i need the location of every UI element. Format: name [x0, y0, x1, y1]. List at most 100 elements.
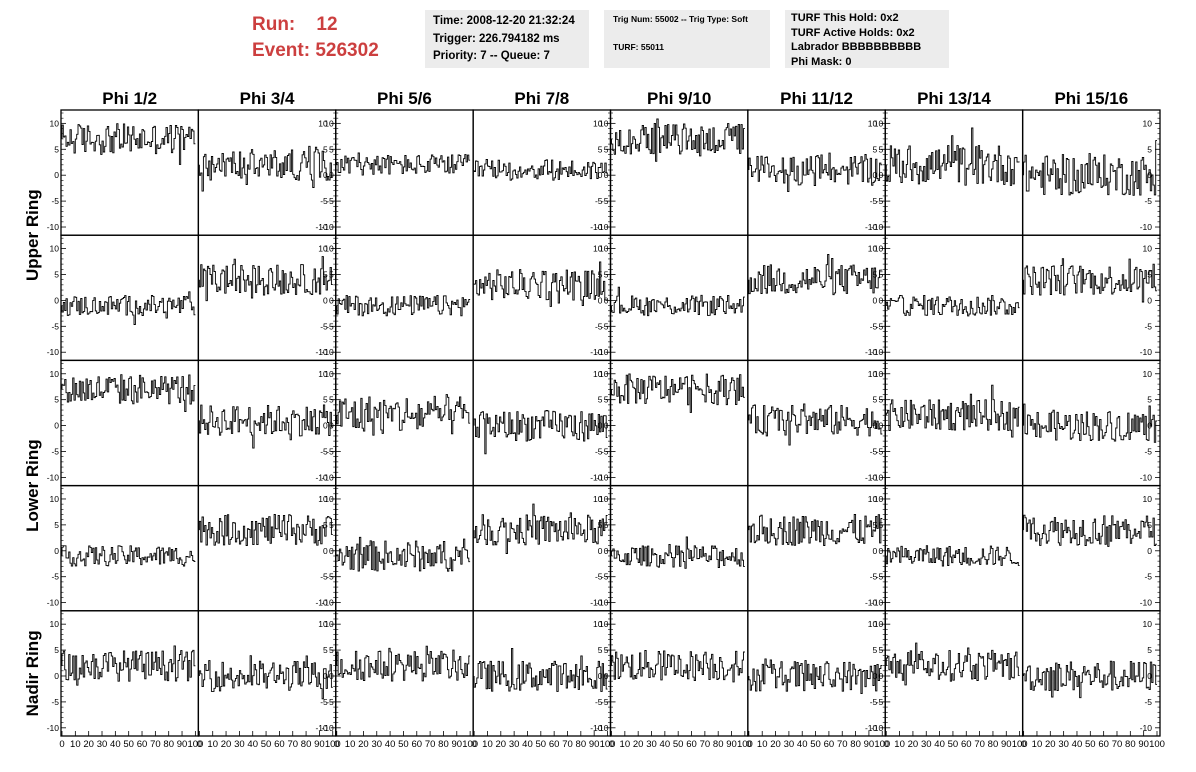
y-tick-label: 10 — [599, 494, 609, 504]
y-tick-label: 10 — [1143, 244, 1153, 254]
y-tick-label: 0 — [604, 170, 609, 180]
run-event-block: Run: 12 Event: 526302 — [252, 12, 379, 64]
y-tick-label: -5 — [1144, 697, 1152, 707]
y-tick-label: -5 — [595, 447, 603, 457]
x-tick-label: 20 — [633, 739, 644, 750]
y-tick-label: 5 — [873, 144, 878, 154]
y-tick-label: 10 — [324, 494, 334, 504]
column-title-8: Phi 15/16 — [1054, 89, 1128, 108]
y-tick-label: 10 — [324, 619, 334, 629]
y-tick-label: -5 — [876, 321, 884, 331]
y-tick-label: 10 — [593, 494, 603, 504]
x-tick-label: 0 — [1021, 739, 1026, 750]
y-tick-label: 0 — [604, 295, 609, 305]
x-tick-label: 50 — [1085, 739, 1096, 750]
y-tick-label: -10 — [596, 598, 609, 608]
x-tick-label: 90 — [451, 739, 462, 750]
y-tick-label: -10 — [315, 347, 328, 357]
y-tick-label: -10 — [865, 598, 878, 608]
waveform-trace — [748, 514, 883, 546]
y-tick-label: -10 — [590, 723, 603, 733]
panel-r4-c5: -10 -5 0 5 10 — [596, 484, 749, 612]
y-tick-label: 5 — [329, 269, 334, 279]
y-tick-label: 5 — [329, 395, 334, 405]
y-tick-label: -10 — [47, 222, 60, 232]
y-tick-label: -5 — [1144, 196, 1152, 206]
waveform-trace — [61, 545, 196, 567]
y-tick-label: 5 — [54, 645, 59, 655]
y-tick-label: -5 — [595, 196, 603, 206]
y-tick-label: 5 — [323, 269, 328, 279]
panel-r1-c2: -10 -5 0 5 10 — [197, 109, 337, 236]
turf-active-holds-text: TURF Active Holds: 0x2 — [791, 26, 915, 39]
column-title-6: Phi 11/12 — [780, 89, 853, 108]
y-tick-label: 5 — [1147, 269, 1152, 279]
y-tick-label: -10 — [865, 222, 878, 232]
y-tick-label: 10 — [868, 118, 878, 128]
waveform-trace — [336, 394, 471, 436]
y-tick-label: 0 — [873, 546, 878, 556]
run-value: 12 — [316, 14, 338, 35]
x-tick-label: 50 — [398, 739, 409, 750]
y-tick-label: 10 — [50, 118, 60, 128]
y-tick-label: 0 — [323, 421, 328, 431]
y-tick-label: -10 — [865, 472, 878, 482]
waveform-trace — [885, 294, 1020, 317]
x-tick-label: 80 — [713, 739, 724, 750]
panel-r2-c6: -10 -5 0 5 10 — [747, 234, 886, 362]
panel-r3-c5: -10 -5 0 5 10 — [596, 359, 749, 487]
y-tick-label: 5 — [879, 269, 884, 279]
panel-r2-c5: -10 -5 0 5 10 — [596, 234, 749, 362]
x-tick-label: 70 — [837, 739, 848, 750]
panel-frame — [884, 234, 1024, 362]
y-tick-label: 0 — [329, 671, 334, 681]
y-tick-label: 0 — [879, 295, 884, 305]
panel-frame — [1021, 484, 1161, 612]
panel-r2-c4: -10 -5 0 5 10 — [472, 234, 612, 362]
y-tick-label: 0 — [879, 170, 884, 180]
y-tick-label: -10 — [1140, 723, 1153, 733]
y-tick-label: -5 — [601, 196, 609, 206]
x-tick-label: 90 — [589, 739, 600, 750]
y-tick-label: -5 — [601, 697, 609, 707]
y-tick-label: 0 — [598, 295, 603, 305]
panel-r4-c8: -10 -5 0 5 10 — [1021, 484, 1161, 612]
x-tick-label: 0 — [59, 739, 64, 750]
y-tick-label: -5 — [876, 572, 884, 582]
event-value: 526302 — [315, 40, 379, 61]
y-tick-label: 5 — [323, 520, 328, 530]
y-tick-label: -5 — [595, 572, 603, 582]
panel-r3-c1: -10 -5 0 5 10 — [47, 359, 200, 487]
waveform-trace — [611, 373, 745, 413]
y-tick-label: -10 — [47, 723, 60, 733]
y-tick-label: 10 — [318, 369, 328, 379]
trig-info-box: Trig Num: 55002 -- Trig Type: Soft TURF:… — [604, 10, 770, 68]
turf-info-box: TURF This Hold: 0x2 TURF Active Holds: 0… — [785, 10, 949, 68]
y-tick-label: 0 — [329, 170, 334, 180]
x-tick-label: 80 — [850, 739, 861, 750]
panel-r1-c4: -10 -5 0 5 10 — [472, 109, 612, 236]
waveform-trace — [1023, 660, 1157, 699]
y-tick-label: -5 — [320, 321, 328, 331]
x-tick-label: 60 — [549, 739, 560, 750]
x-tick-label: 50 — [123, 739, 134, 750]
waveform-trace — [611, 536, 745, 569]
panel-frame — [1021, 610, 1161, 737]
waveform-trace — [61, 291, 196, 325]
x-tick-label: 100 — [600, 739, 616, 750]
y-tick-label: -10 — [590, 347, 603, 357]
y-tick-label: -5 — [1144, 572, 1152, 582]
y-tick-label: 5 — [54, 395, 59, 405]
panel-r3-c7: -10 -5 0 5 10 — [871, 359, 1024, 487]
y-tick-label: 10 — [874, 619, 884, 629]
y-tick-label: 0 — [873, 421, 878, 431]
x-tick-label: 10 — [207, 739, 218, 750]
x-tick-label: 10 — [70, 739, 81, 750]
y-tick-label: -5 — [876, 697, 884, 707]
x-tick-label: 90 — [864, 739, 875, 750]
x-tick-label: 100 — [1149, 739, 1165, 750]
y-tick-label: 0 — [323, 170, 328, 180]
waveform-trace — [611, 286, 745, 317]
x-tick-label: 50 — [673, 739, 684, 750]
